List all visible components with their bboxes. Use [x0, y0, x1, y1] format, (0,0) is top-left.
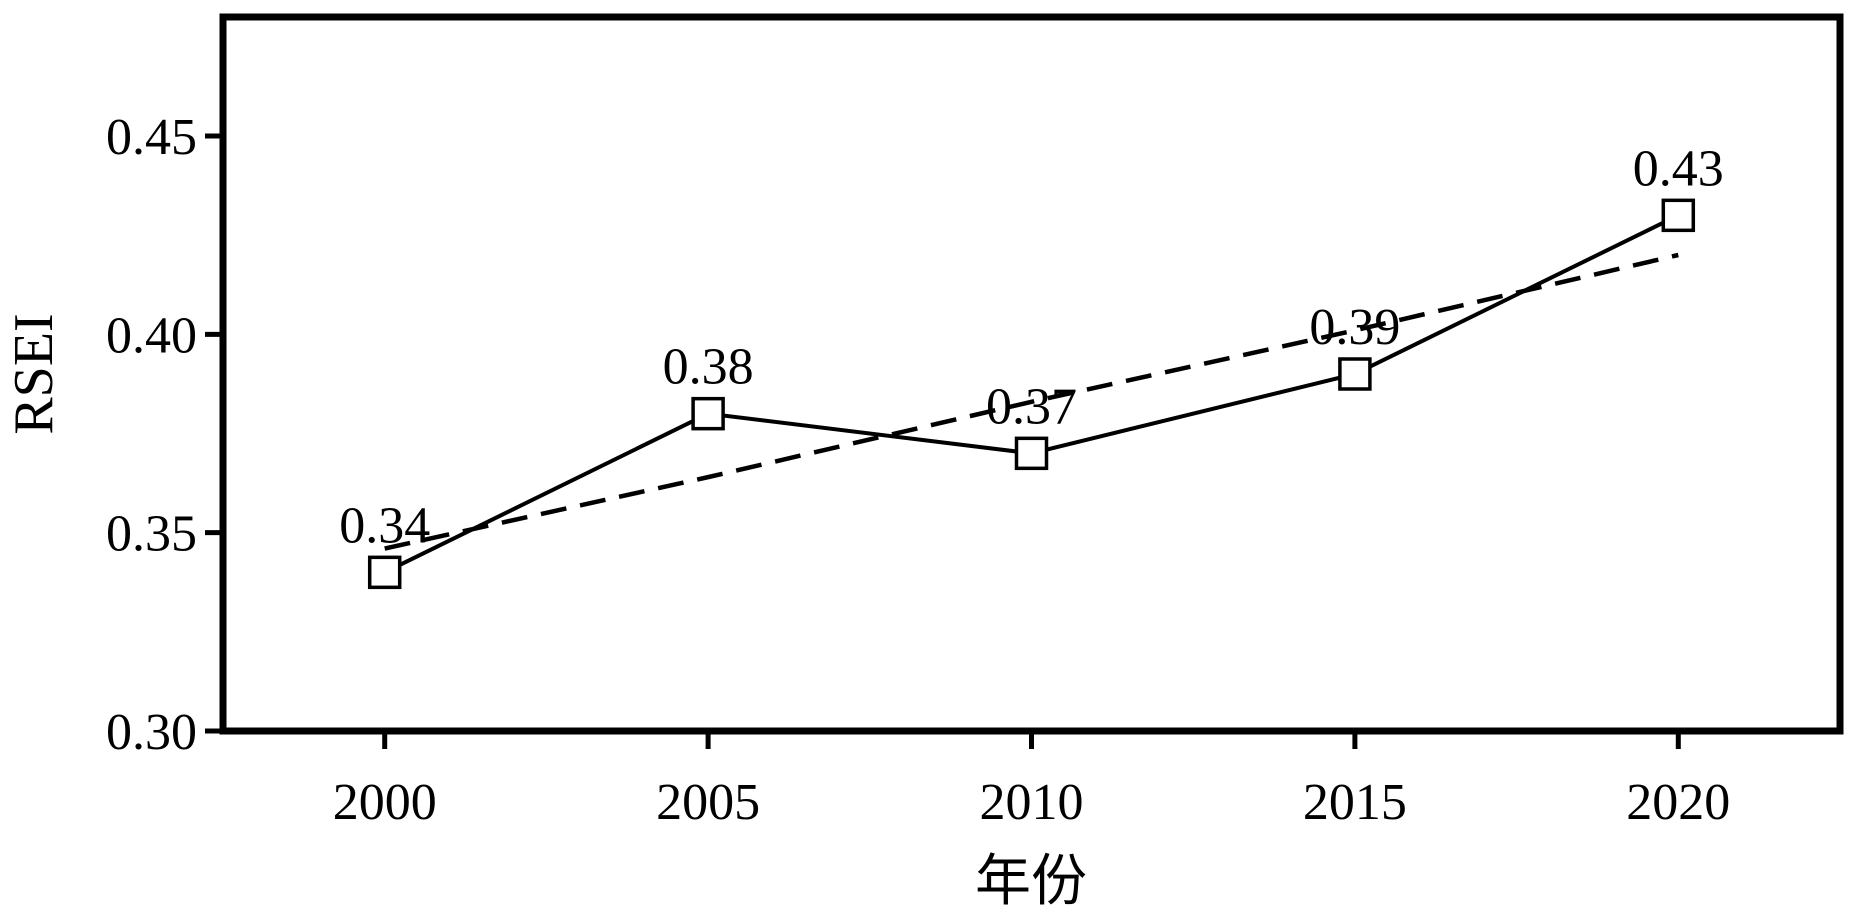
y-axis: 0.30 0.35 0.40 0.45	[106, 109, 223, 761]
data-point-marker	[1014, 436, 1049, 471]
data-point-label: 0.43	[1633, 140, 1724, 197]
trend-line-dashed	[384, 252, 1679, 551]
data-point-marker	[691, 396, 725, 431]
data-labels: 0.34 0.38 0.37 0.39 0.43	[339, 140, 1724, 554]
y-axis-title: RSEI	[3, 313, 65, 434]
data-point-label: 0.37	[986, 378, 1077, 435]
data-point-label: 0.38	[663, 339, 754, 396]
x-tick-label: 2015	[1303, 774, 1407, 831]
data-point-marker	[1661, 198, 1696, 233]
data-point-marker	[367, 555, 402, 590]
data-point-label: 0.39	[1309, 299, 1400, 356]
y-tick-label: 0.30	[106, 704, 197, 761]
plot-frame	[219, 13, 1844, 735]
x-tick-label: 2000	[333, 774, 437, 831]
y-tick-label: 0.45	[106, 109, 197, 166]
data-point-marker	[1338, 357, 1372, 391]
y-tick-label: 0.40	[106, 307, 197, 364]
x-axis-title: 年份	[975, 851, 1087, 913]
data-point-label: 0.34	[339, 497, 430, 554]
x-tick-label: 2005	[656, 774, 760, 831]
x-tick-label: 2010	[980, 774, 1084, 831]
x-axis: 2000 2005 2010 2015 2020	[333, 731, 1730, 831]
y-tick-label: 0.35	[106, 506, 197, 563]
series-layer	[367, 198, 1696, 590]
x-tick-label: 2020	[1626, 774, 1730, 831]
